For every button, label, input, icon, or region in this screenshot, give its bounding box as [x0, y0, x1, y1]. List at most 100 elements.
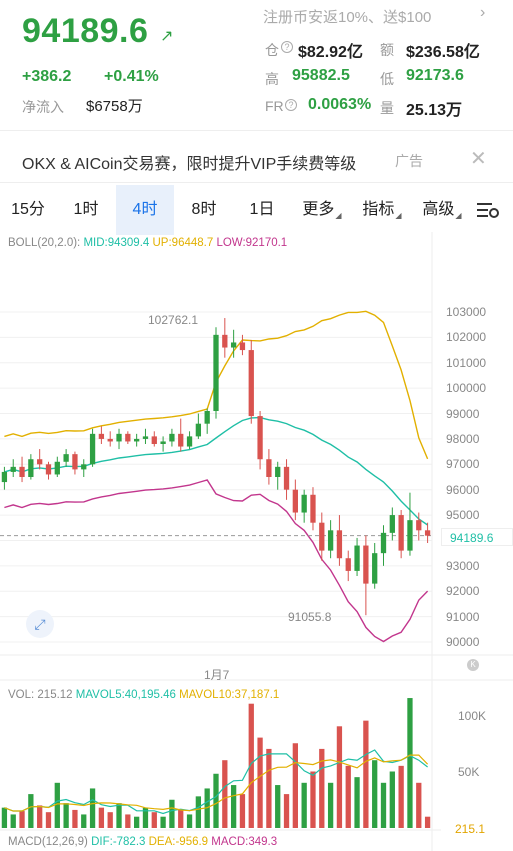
volume-bar	[195, 796, 202, 828]
volume-bar	[319, 748, 325, 828]
high-value: 95882.5	[292, 67, 350, 84]
candle-body	[248, 350, 254, 417]
candle-body	[186, 436, 193, 447]
candle-body	[142, 436, 149, 439]
candle-body	[319, 522, 325, 551]
chart-settings-icon[interactable]	[476, 201, 500, 219]
expand-icon[interactable]: ⤢	[26, 610, 54, 638]
price-tick: 93000	[446, 558, 480, 573]
volume-bar	[389, 771, 395, 828]
volume-bar	[19, 811, 25, 828]
price-tick: 98000	[446, 431, 480, 446]
mavol10: MAVOL10:37,187.1	[179, 689, 280, 701]
timeframe-tabs: 15分 1时 4时 8时 1日 更多◢ 指标◢ 高级◢	[0, 185, 513, 235]
macd-legend: MACD(12,26,9) DIF:-782.3 DEA:-956.9 MACD…	[8, 836, 278, 848]
price-tick: 91000	[446, 609, 480, 624]
volume-bar	[275, 785, 281, 828]
volume-bar	[345, 765, 351, 828]
tab-15m[interactable]: 15分	[11, 201, 45, 218]
candle-body	[407, 520, 413, 551]
date-label: 1月7	[204, 668, 230, 682]
tab-4h[interactable]: 4时	[116, 185, 174, 235]
close-icon[interactable]: ✕	[470, 148, 487, 170]
volume-bar	[213, 773, 219, 828]
candle-body	[336, 530, 343, 559]
price-tick: 90000	[446, 635, 480, 649]
turnover-label: 额	[380, 42, 394, 58]
price-tick: 95000	[446, 508, 480, 523]
price-tick: 102000	[446, 330, 487, 345]
candle-body	[125, 433, 131, 442]
candle-body	[363, 545, 369, 584]
boll-legend: BOLL(20,2.0): MID:94309.4 UP:96448.7 LOW…	[8, 237, 288, 249]
volume-bar	[380, 782, 387, 828]
volume-bar	[81, 814, 87, 828]
candle-body	[230, 342, 237, 348]
volume-value: 25.13万	[406, 102, 463, 119]
candle-body	[380, 532, 387, 554]
tab-indicators[interactable]: 指标◢	[362, 201, 402, 220]
volume-bar	[72, 809, 78, 828]
volume-bar	[354, 777, 360, 828]
macd-dif: DIF:-782.3	[91, 836, 146, 848]
candle-body	[116, 433, 122, 442]
volume-bar	[45, 812, 52, 828]
volume-bar	[142, 807, 149, 828]
candle-body	[178, 433, 184, 447]
volume-bar	[10, 814, 16, 828]
help-icon[interactable]: ?	[281, 41, 293, 53]
low-marker: 91055.8	[288, 610, 332, 624]
volume-bar	[257, 737, 263, 828]
candle-body	[63, 454, 69, 462]
last-price: 94189.6	[22, 12, 149, 50]
vol-tick-50k: 50K	[458, 765, 480, 779]
candle-body	[398, 515, 404, 551]
candle-body	[54, 461, 60, 475]
volume-bar	[372, 760, 378, 828]
binance-promo-link[interactable]: 注册币安返10%、送$100	[263, 9, 432, 26]
candle-body	[283, 466, 290, 490]
header-divider	[0, 130, 513, 131]
volume-bar	[186, 814, 193, 828]
candle-body	[37, 459, 43, 465]
volume-bar	[54, 782, 60, 828]
tab-more[interactable]: 更多◢	[302, 201, 342, 220]
tab-1h[interactable]: 1时	[73, 201, 99, 218]
candle-body	[107, 438, 113, 442]
chevron-right-icon[interactable]: ›	[480, 4, 486, 21]
price-tick: 100000	[446, 381, 487, 396]
k-badge-icon[interactable]: K	[467, 659, 479, 671]
price-tick: 103000	[446, 305, 487, 319]
volume-bar	[151, 812, 157, 828]
volume-bar	[222, 760, 228, 828]
tab-advanced[interactable]: 高级◢	[422, 201, 462, 220]
volume-bar	[310, 771, 316, 828]
price-tick: 97000	[446, 457, 480, 472]
funding-rate-label: FR	[265, 98, 284, 114]
volume-label: 量	[380, 100, 394, 116]
candle-body	[213, 334, 219, 411]
volume-bar	[116, 803, 122, 828]
volume-bar	[98, 807, 105, 828]
price-tick: 96000	[446, 482, 480, 497]
kline-chart[interactable]	[0, 232, 513, 851]
volume-bar	[283, 794, 290, 828]
candle-body	[222, 334, 228, 348]
vol-legend: VOL: 215.12 MAVOL5:40,195.46 MAVOL10:37,…	[8, 689, 280, 701]
low-value: 92173.6	[406, 67, 464, 84]
help-icon[interactable]: ?	[285, 99, 297, 111]
candle-body	[134, 438, 140, 442]
ad-banner-text[interactable]: OKX & AICoin交易赛，限时提升VIP手续费等级	[22, 156, 357, 173]
volume-bar	[239, 794, 246, 828]
candle-body	[81, 464, 87, 470]
dropdown-triangle-icon: ◢	[455, 211, 462, 220]
candle-body	[89, 433, 96, 465]
change-percent: +0.41%	[104, 68, 159, 85]
volume-bar	[336, 726, 343, 828]
tab-1d[interactable]: 1日	[249, 201, 275, 218]
candle-body	[310, 494, 316, 523]
price-tick: 101000	[446, 355, 487, 370]
price-tick: 92000	[446, 584, 480, 599]
tab-8h[interactable]: 8时	[191, 201, 217, 218]
candle-body	[98, 433, 105, 439]
